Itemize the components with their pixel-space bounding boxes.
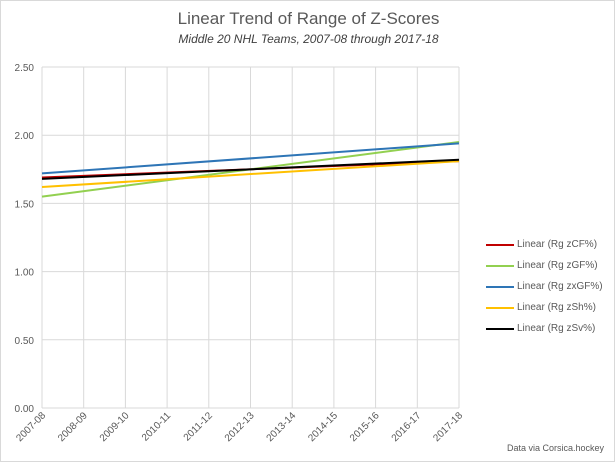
legend-item: Linear (Rg zxGF%) bbox=[486, 276, 603, 297]
legend-label: Linear (Rg zSv%) bbox=[517, 323, 596, 334]
legend-swatch bbox=[486, 264, 514, 267]
legend-swatch bbox=[486, 306, 514, 309]
trend-line bbox=[41, 160, 460, 189]
trend-line bbox=[41, 142, 460, 175]
y-tick-label: 0.50 bbox=[15, 336, 35, 347]
legend: Linear (Rg zCF%) Linear (Rg zGF%) Linear (… bbox=[486, 234, 603, 339]
legend-item: Linear (Rg zCF%) bbox=[486, 234, 603, 255]
x-tick-label: 2012-13 bbox=[223, 410, 257, 444]
y-tick-label: 1.00 bbox=[15, 268, 35, 279]
y-tick-label: 2.50 bbox=[15, 63, 35, 74]
legend-item: Linear (Rg zSv%) bbox=[486, 318, 603, 339]
x-tick-label: 2011-12 bbox=[182, 410, 216, 444]
x-tick-label: 2017-18 bbox=[431, 410, 465, 444]
legend-label: Linear (Rg zCF%) bbox=[517, 239, 598, 250]
x-tick-label: 2016-17 bbox=[390, 410, 424, 444]
x-tick-label: 2007-08 bbox=[14, 410, 48, 444]
legend-item: Linear (Rg zGF%) bbox=[486, 255, 603, 276]
legend-swatch bbox=[486, 285, 514, 288]
legend-swatch bbox=[486, 327, 514, 330]
x-tick-label: 2008-09 bbox=[56, 410, 90, 444]
y-tick-label: 2.00 bbox=[15, 131, 35, 142]
x-tick-label: 2015-16 bbox=[348, 410, 382, 444]
y-tick-label: 1.50 bbox=[15, 199, 35, 210]
legend-label: Linear (Rg zSh%) bbox=[517, 302, 596, 313]
x-tick-label: 2010-11 bbox=[140, 410, 174, 444]
legend-swatch bbox=[486, 243, 514, 246]
legend-item: Linear (Rg zSh%) bbox=[486, 297, 603, 318]
chart-subtitle: Middle 20 NHL Teams, 2007-08 through 201… bbox=[178, 32, 439, 46]
credit: Data via Corsica.hockey bbox=[506, 443, 604, 453]
x-tick-label: 2009-10 bbox=[98, 410, 132, 444]
x-tick-label: 2013-14 bbox=[265, 410, 299, 444]
legend-label: Linear (Rg zxGF%) bbox=[517, 281, 603, 292]
trend-line bbox=[41, 158, 460, 180]
legend-label: Linear (Rg zGF%) bbox=[517, 260, 598, 271]
y-tick-label: 0.00 bbox=[15, 404, 35, 415]
chart-title: Linear Trend of Range of Z-Scores bbox=[177, 9, 440, 28]
x-tick-label: 2014-15 bbox=[306, 410, 340, 444]
